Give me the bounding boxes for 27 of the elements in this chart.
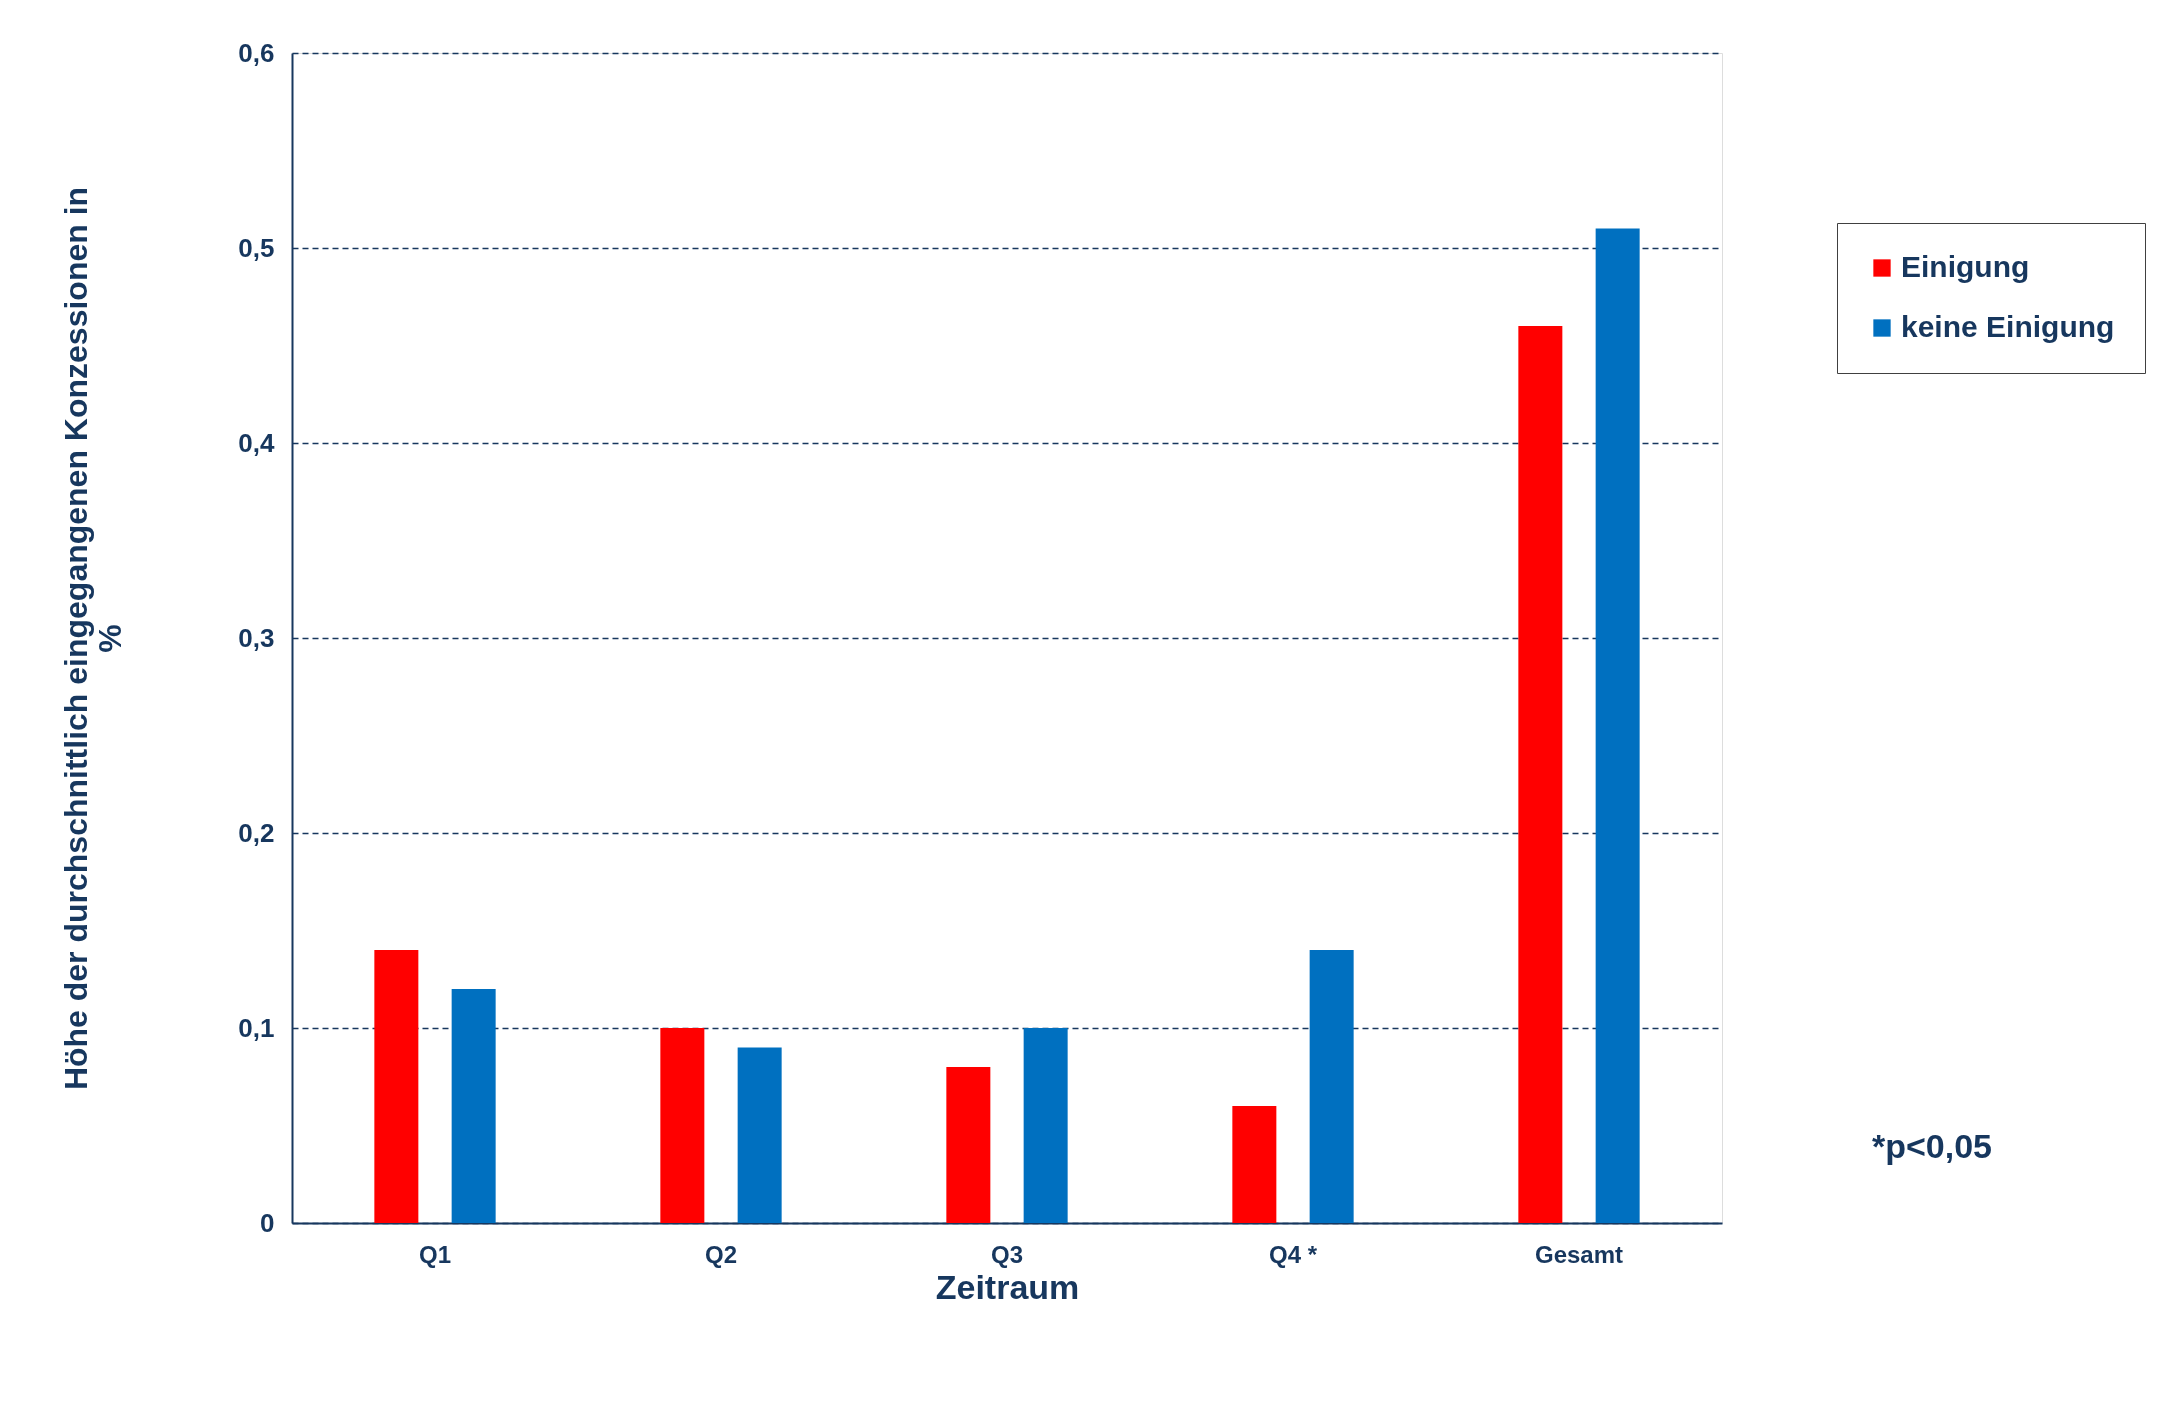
- x-axis-title: Zeitraum: [935, 1267, 1080, 1306]
- x-tick-label: Gesamt: [1534, 1240, 1624, 1268]
- y-tick-label: 0,3: [238, 622, 275, 653]
- y-axis-title: Höhe der durchschnittlich eingegangenen Konzessionen in %: [58, 186, 129, 1091]
- x-tick-label: Q4 *: [1268, 1240, 1318, 1268]
- legend-label: keine Einigung: [1901, 310, 2115, 343]
- text: *p<0,05: [1871, 1127, 1993, 1165]
- legend-label: Einigung: [1901, 250, 2030, 283]
- x-tick-label: Q1: [418, 1240, 452, 1268]
- bar: [1023, 1028, 1068, 1223]
- bar: [1232, 1106, 1277, 1223]
- y-tick-label: 0,5: [238, 232, 275, 263]
- y-tick-label: 0,2: [238, 817, 275, 848]
- bar: [1595, 228, 1640, 1223]
- bar: [1309, 950, 1354, 1223]
- bar: [737, 1047, 782, 1223]
- bar: [374, 950, 419, 1223]
- x-tick-label: Q2: [704, 1240, 738, 1268]
- x-tick-label: Q3: [990, 1240, 1024, 1268]
- y-tick-label: 0: [260, 1207, 275, 1238]
- bar: [451, 989, 496, 1223]
- y-tick-label: 0,4: [238, 427, 276, 458]
- bar: [660, 1028, 705, 1223]
- bar: [1518, 326, 1563, 1223]
- bar: [946, 1067, 991, 1223]
- y-tick-label: 0,6: [238, 37, 275, 68]
- y-tick-label: 0,1: [238, 1012, 275, 1043]
